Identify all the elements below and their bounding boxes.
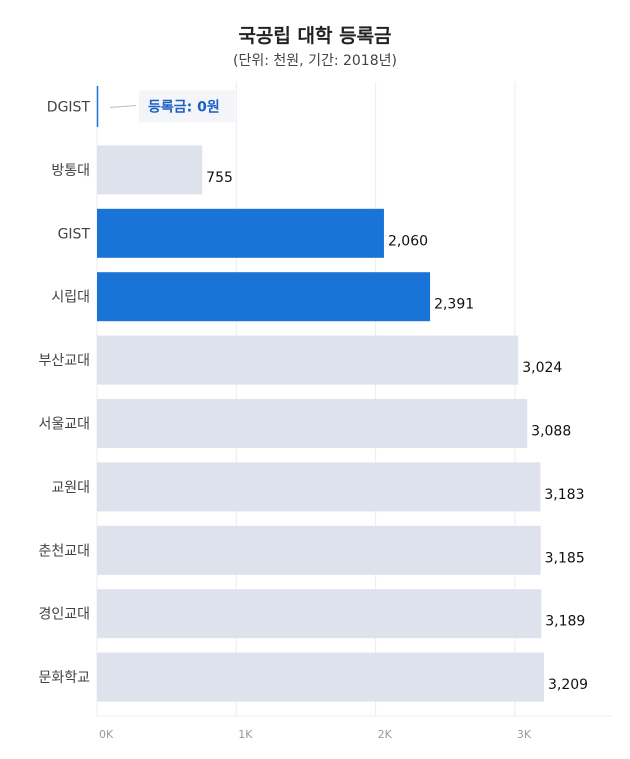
x-tick-label: 0K [99,728,114,741]
bar [97,589,542,639]
annotation: 등록금: 0원 [109,90,235,123]
value-label: 755 [206,170,233,186]
bar [97,652,545,702]
value-label: 2,060 [388,233,428,249]
bar [97,399,528,448]
value-label: 3,189 [545,614,585,630]
value-label: 3,209 [548,677,588,693]
value-label: 2,391 [434,297,474,313]
value-label: 3,024 [522,360,562,376]
bar [97,145,203,195]
category-label: 경인교대 [38,607,90,623]
annotation-box [139,90,235,123]
value-label: 3,185 [545,550,585,566]
x-tick-label: 2K [378,728,393,741]
category-label: 방통대 [51,163,90,179]
category-label: 시립대 [51,290,90,306]
value-label: 3,088 [531,424,571,440]
chart-subtitle: (단위: 천원, 기간: 2018년) [233,53,397,69]
bar [97,462,541,512]
category-label: 부산교대 [38,353,90,369]
bar [97,335,519,385]
category-label: 문화학교 [38,670,90,686]
value-label: 3,183 [544,487,584,503]
category-label: 교원대 [51,480,90,496]
bar [97,208,384,258]
bars: DGIST 방통대 755 GIST 2,060 시립대 2,391 부산교대 3,024 서울교… [38,86,588,702]
annotation-text: 등록금: 0원 [148,100,220,116]
category-label: 춘천교대 [38,543,90,559]
annotation-leader-line [109,105,137,108]
category-label: DGIST [47,100,91,116]
category-label: 서울교대 [38,417,90,433]
chart-title: 국공립 대학 등록금 [238,25,391,47]
bar [97,525,541,575]
x-axis-ticks: 0K 1K 2K 3K [99,728,532,741]
x-tick-label: 3K [517,728,532,741]
bar [97,272,431,322]
x-tick-label: 1K [238,728,253,741]
category-label: GIST [58,226,91,242]
